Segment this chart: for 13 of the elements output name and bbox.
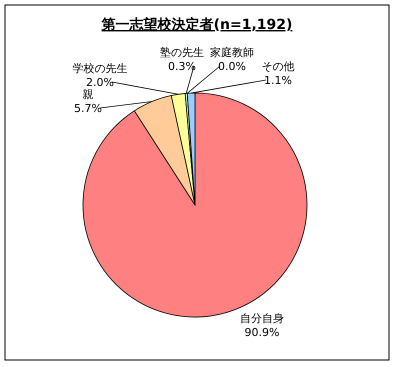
category-label: 家庭教師 <box>210 46 254 59</box>
text: 0.0% <box>218 60 246 73</box>
data-label: 90.9% <box>244 326 280 339</box>
slice-label: 自分自身 <box>240 312 284 325</box>
slice-label: その他 <box>262 60 294 73</box>
slice-label: 親 <box>82 88 94 101</box>
data-label: 2.0% <box>86 76 114 89</box>
data-label: 5.7% <box>74 102 102 115</box>
slice-label: 塾の先生 <box>160 46 204 59</box>
data-label: 0.3% <box>168 60 196 73</box>
slice-label: 学校の先生 <box>72 62 128 75</box>
chart-title: 第一志望校決定者(n=1,192) <box>100 16 292 33</box>
data-label: 1.1% <box>264 74 292 87</box>
